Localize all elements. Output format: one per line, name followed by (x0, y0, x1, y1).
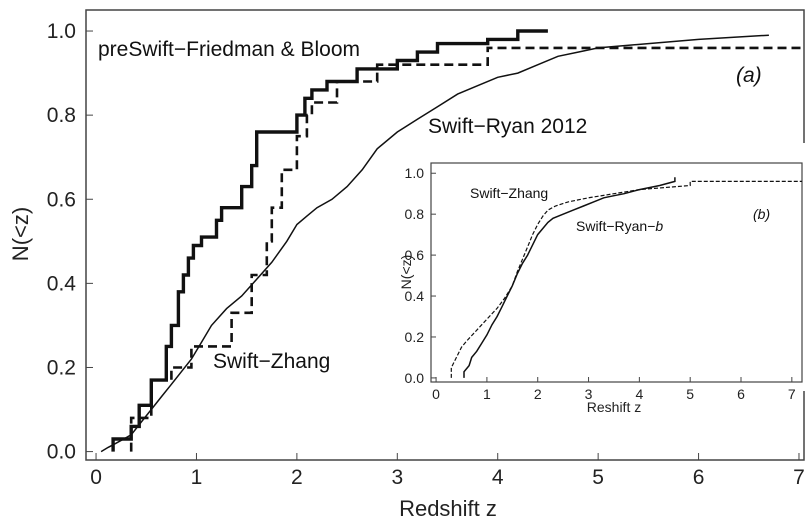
main-y-tick-label: 0.4 (47, 272, 77, 295)
inset-annotation-swift-zhang: Swift−Zhang (470, 185, 548, 201)
inset-series-swift-zhang (450, 180, 802, 378)
inset-x-tick-label: 4 (635, 386, 643, 402)
inset-y-tick-label: 0.4 (405, 288, 425, 304)
main-y-tick-label: 0.6 (47, 188, 76, 211)
main-series-group (100, 29, 804, 453)
main-x-tick-label: 0 (90, 466, 102, 489)
inset-panel: 0 1 2 3 4 5 6 7 0.0 0.2 0.4 0.6 0.8 1.0 Reshift z N(<… (398, 143, 808, 415)
main-x-axis-label: Redshift z (399, 496, 497, 521)
panel-label-a: (a) (736, 64, 762, 87)
main-y-tick-label: 0.8 (47, 104, 76, 127)
inset-x-tick-label: 2 (534, 386, 542, 402)
annotation-preswift-friedman-bloom: preSwift−Friedman & Bloom (98, 38, 360, 61)
panel-label-b: (b) (753, 206, 770, 222)
inset-series-swift-ryan-b (463, 177, 676, 378)
inset-y-tick-label: 0.6 (405, 247, 425, 263)
inset-x-tick-label: 7 (788, 386, 796, 402)
main-x-tick-label: 3 (391, 466, 403, 489)
main-x-tick-label: 6 (693, 466, 705, 489)
inset-y-tick-label: 0.8 (405, 206, 425, 222)
inset-y-tick-label: 0.0 (405, 370, 425, 386)
main-x-tick-label: 1 (191, 466, 203, 489)
main-y-tick-label: 0.0 (47, 441, 76, 464)
inset-plot-frame (430, 162, 803, 383)
annotation-swift-zhang: Swift−Zhang (213, 350, 330, 373)
main-x-tick-label: 4 (492, 466, 504, 489)
inset-y-tick-label: 0.2 (405, 329, 425, 345)
annotation-swift-ryan-2012: Swift−Ryan 2012 (428, 115, 587, 138)
main-series-preswift-friedman-bloom (111, 29, 548, 452)
main-y-tick-label: 0.2 (47, 356, 76, 379)
main-x-tick-label: 5 (592, 466, 604, 489)
main-y-axis-label: N(<z) (8, 207, 33, 261)
inset-y-tick-label: 1.0 (405, 165, 425, 181)
main-y-tick-label: 1.0 (47, 20, 76, 43)
inset-x-tick-label: 1 (483, 386, 491, 402)
inset-y-axis-label: N(<z) (398, 255, 414, 290)
main-x-tick-label: 2 (291, 466, 303, 489)
main-series-swift-zhang (129, 46, 804, 452)
inset-series-group (450, 177, 802, 378)
inset-x-tick-label: 3 (585, 386, 593, 402)
inset-x-tick-label: 5 (686, 386, 694, 402)
inset-x-axis-label: Reshift z (587, 399, 641, 415)
inset-x-tick-label: 0 (432, 386, 440, 402)
inset-axis-ticks: 0 1 2 3 4 5 6 7 0.0 0.2 0.4 0.6 0.8 1.0 (405, 165, 796, 402)
inset-x-tick-label: 6 (737, 386, 745, 402)
main-axis-ticks: 0 1 2 3 4 5 6 7 0.0 0.2 0.4 0.6 0.8 1.0 (47, 20, 805, 489)
inset-annotation-swift-ryan-b: Swift−Ryan−b (576, 218, 663, 234)
main-series-swift-ryan-2012 (100, 34, 769, 453)
main-x-tick-label: 7 (793, 466, 805, 489)
